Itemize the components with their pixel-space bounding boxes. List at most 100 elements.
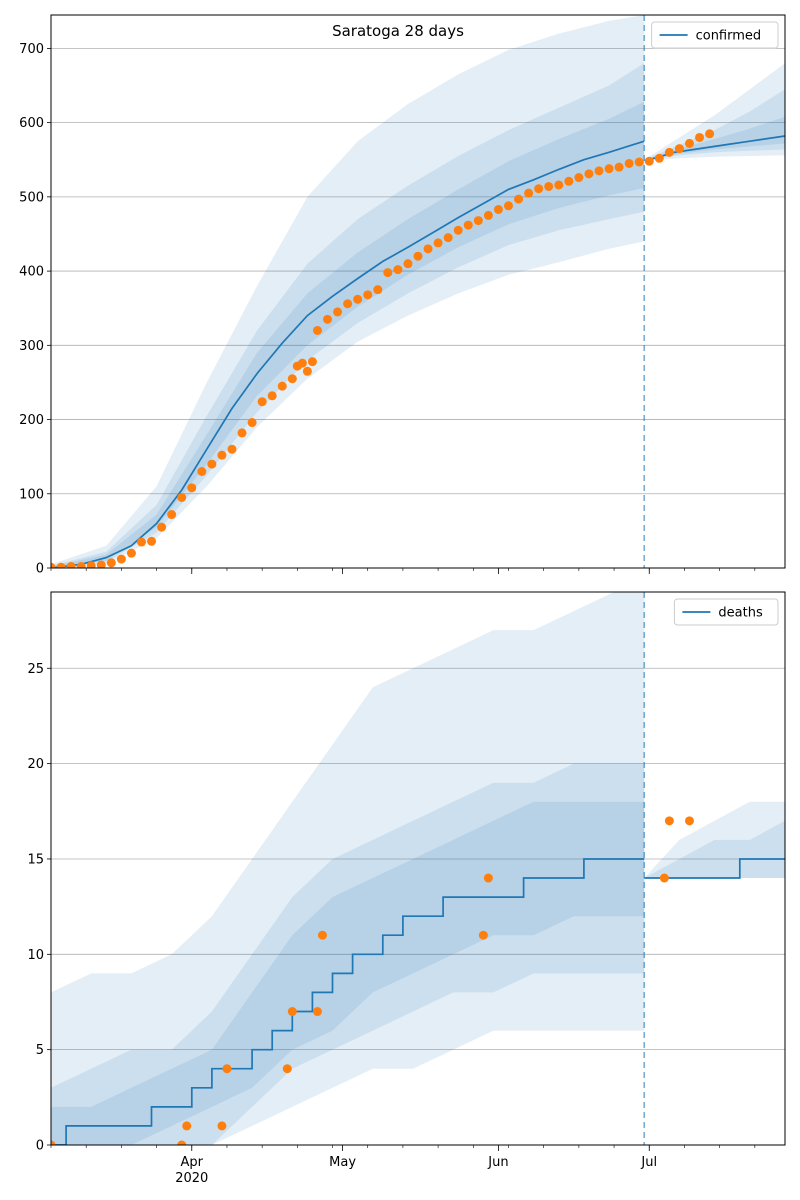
data-point [695,132,705,142]
data-point [51,562,56,568]
data-point [614,162,624,172]
data-point [177,1140,187,1145]
data-point [483,873,493,883]
data-point [287,1007,297,1017]
data-point [478,930,488,940]
legend-label: deaths [718,606,763,621]
data-point [126,548,136,558]
data-point [147,536,157,546]
data-point [353,294,363,304]
data-point [393,265,403,275]
x-tick-label: Jun [487,1155,508,1170]
x-tick-label: Jul [640,1155,657,1170]
data-point [136,537,146,547]
y-tick-label: 300 [19,339,44,354]
y-tick-label: 100 [19,487,44,502]
data-point [343,299,353,309]
y-tick-label: 0 [36,1139,44,1154]
data-point [483,210,493,220]
y-tick-label: 400 [19,265,44,280]
data-point [564,176,574,186]
data-point [247,418,257,428]
confirmed-panel: 0 100 200 300 400 500 600 700 Saratoga 28 days co… [19,14,786,577]
uncertainty-band [51,15,645,568]
y-tick-label: 500 [19,190,44,205]
data-point [217,1121,227,1131]
data-point [654,153,664,163]
x-tick-label: May [329,1155,356,1170]
data-point [413,251,423,261]
y-tick-label: 25 [27,662,44,677]
data-point [167,510,177,520]
data-point [76,562,86,568]
data-point [503,201,513,211]
data-point [544,181,554,191]
data-point [177,492,187,502]
data-point [333,307,343,317]
data-point [312,1007,322,1017]
y-tick-label: 600 [19,116,44,131]
series-line-deaths [51,858,645,1145]
data-point [317,930,327,940]
data-point [624,158,634,168]
uncertainty-band [51,63,645,568]
y-tick-label: 5 [36,1043,44,1058]
y-tick-label: 0 [36,562,44,577]
data-point [96,560,106,568]
data-point [297,358,307,368]
data-point [644,156,654,166]
data-point [282,1064,292,1074]
data-point [423,244,433,254]
data-point [287,374,297,384]
data-point [267,391,277,401]
data-point [217,450,227,460]
uncertainty-band [644,89,785,161]
data-point [307,357,317,367]
plot-frame [50,591,786,1146]
y-tick-label: 10 [27,948,44,963]
data-point [277,381,287,391]
y-tick-label: 700 [19,42,44,57]
data-point [493,204,503,214]
data-point [373,285,383,295]
data-point [182,1121,192,1131]
chart-title: Saratoga 28 days [332,22,464,40]
data-point [56,562,66,568]
data-point [604,164,614,174]
data-point [66,562,76,568]
data-point [684,816,694,826]
data-point [594,166,604,176]
x-tick-label: Apr [181,1155,204,1170]
y-tick-label: 200 [19,413,44,428]
x-tick-sublabel: 2020 [175,1171,208,1186]
plot-frame [50,14,786,569]
legend-box [673,598,779,626]
data-point [659,873,669,883]
data-point [257,397,267,407]
data-point [157,522,167,532]
data-point [207,459,217,469]
data-point [116,554,126,564]
plot-area [51,15,785,568]
plot-area [51,592,785,1145]
data-point [197,467,207,477]
y-tick-label: 15 [27,852,44,867]
data-point [674,144,684,154]
legend-box [651,21,779,49]
data-point [51,1140,56,1145]
data-point [403,259,413,269]
uncertainty-band [644,63,785,162]
uncertainty-band [51,101,645,568]
data-point [584,169,594,179]
uncertainty-band [51,763,645,1145]
data-point [664,816,674,826]
data-point [524,188,534,198]
data-point [514,194,524,204]
data-point [106,558,116,568]
uncertainty-band [644,820,785,878]
data-point [473,216,483,226]
data-point [222,1064,232,1074]
legend-label: confirmed [696,29,762,44]
